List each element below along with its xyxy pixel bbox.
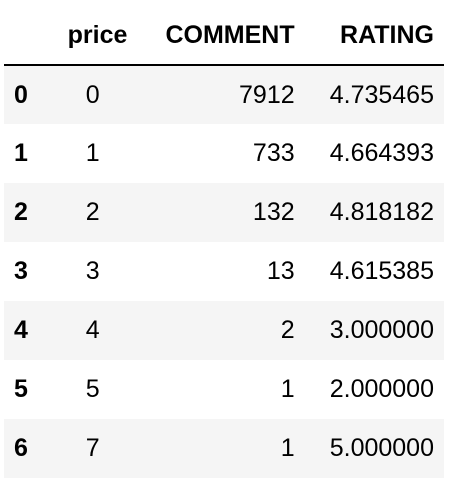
table-header: price COMMENT RATING [4, 7, 444, 65]
table-row: 0 0 7912 4.735465 [4, 65, 444, 124]
cell-price: 2 [85, 198, 100, 226]
table-row: 5 5 1 2.000000 [4, 360, 444, 419]
row-index: 2 [14, 198, 28, 226]
table-row: 3 3 13 4.615385 [4, 242, 444, 301]
cell-price: 1 [85, 139, 100, 167]
row-index: 6 [14, 434, 28, 462]
column-header-comment: COMMENT [165, 21, 295, 49]
cell-rating: 5.000000 [329, 434, 434, 462]
cell-comment: 1 [280, 434, 295, 462]
row-index: 3 [14, 257, 28, 285]
cell-rating: 2.000000 [329, 375, 434, 403]
cell-rating: 4.735465 [329, 80, 434, 109]
cell-comment: 733 [252, 139, 295, 167]
cell-price: 4 [85, 316, 100, 344]
cell-rating: 3.000000 [329, 316, 434, 344]
table-row: 6 7 1 5.000000 [4, 419, 444, 478]
cell-price: 5 [85, 375, 100, 403]
cell-comment: 13 [266, 257, 295, 285]
cell-price: 3 [85, 257, 100, 285]
column-header-rating: RATING [340, 21, 434, 49]
index-header [4, 7, 48, 65]
cell-price: 0 [85, 80, 100, 109]
table-row: 2 2 132 4.818182 [4, 183, 444, 242]
header-row: price COMMENT RATING [4, 7, 444, 65]
column-header-price: price [67, 21, 128, 49]
row-index: 5 [14, 375, 28, 403]
cell-rating: 4.818182 [329, 198, 434, 226]
cell-comment: 7912 [239, 80, 295, 109]
row-index: 0 [14, 80, 28, 109]
row-index: 4 [14, 316, 28, 344]
cell-rating: 4.664393 [329, 139, 434, 167]
table-row: 1 1 733 4.664393 [4, 124, 444, 183]
cell-comment: 132 [252, 198, 295, 226]
row-index: 1 [14, 139, 28, 167]
cell-price: 7 [85, 434, 100, 462]
table-row: 4 4 2 3.000000 [4, 301, 444, 360]
dataframe-table: price COMMENT RATING 0 0 7912 4.735465 1… [4, 7, 444, 478]
table-body: 0 0 7912 4.735465 1 1 733 4.664393 2 2 1… [4, 65, 444, 478]
cell-comment: 1 [280, 375, 295, 403]
cell-rating: 4.615385 [329, 257, 434, 285]
cell-comment: 2 [280, 316, 295, 344]
